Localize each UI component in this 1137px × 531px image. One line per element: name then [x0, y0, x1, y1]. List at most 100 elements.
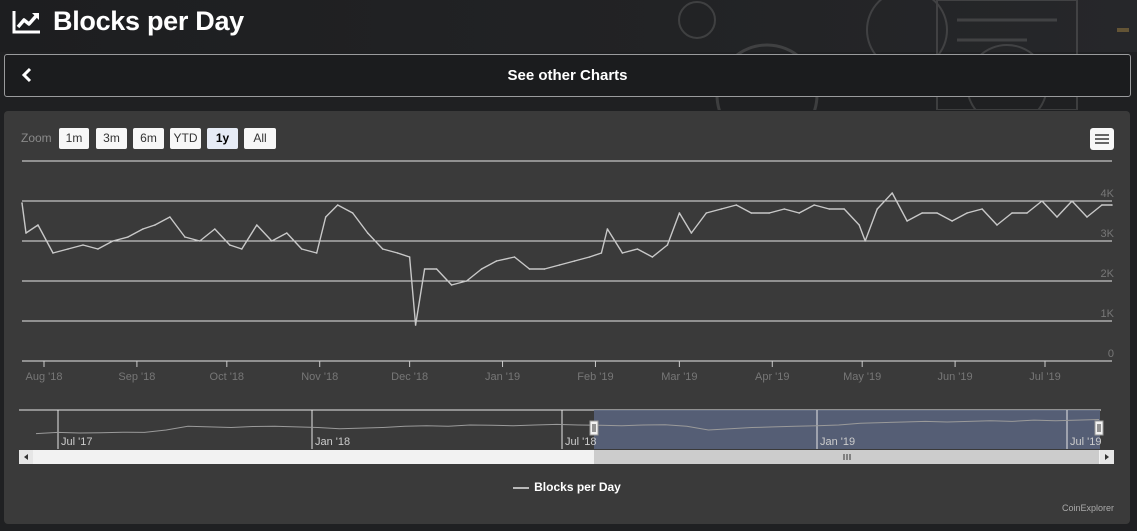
series-point: [256, 224, 258, 226]
series-point: [1111, 204, 1113, 206]
series-point: [636, 248, 639, 250]
y-tick-label: 3K: [1101, 228, 1115, 240]
series-point: [606, 228, 609, 230]
x-tick-label: Aug '18: [26, 371, 63, 383]
series-point: [324, 216, 327, 218]
series-point: [720, 208, 723, 210]
series-point: [315, 252, 318, 254]
series-point: [1011, 212, 1013, 214]
series-point: [300, 248, 303, 250]
x-tick-label: Nov '18: [301, 371, 338, 383]
x-tick-label: May '19: [843, 371, 881, 383]
series-point: [891, 192, 893, 194]
chart-panel: Zoom 1m 3m 6m YTD 1y All 0 1K 2K 3K 4K Aug '1…: [4, 111, 1130, 524]
see-other-charts-label[interactable]: See other Charts: [507, 67, 628, 84]
series-point: [423, 268, 426, 270]
series-point: [154, 224, 156, 226]
legend-label: Blocks per Day: [534, 480, 621, 494]
page-header: Blocks per Day: [0, 0, 1137, 110]
x-tick-label: Apr '19: [755, 371, 790, 383]
series-point: [465, 280, 468, 282]
series-point: [666, 244, 669, 246]
series-point: [25, 232, 27, 234]
navigator-selected-range: [594, 410, 1100, 449]
series-point: [843, 208, 845, 210]
zoom-1m-button[interactable]: 1m: [59, 128, 89, 149]
series-point: [798, 212, 800, 214]
navigator-series-line: [35, 419, 1100, 435]
x-tick-label: Oct '18: [210, 371, 245, 383]
navigator-right-handle[interactable]: [1094, 420, 1104, 436]
legend-item[interactable]: Blocks per Day: [4, 480, 1130, 494]
credits-label[interactable]: CoinExplorer: [1061, 503, 1114, 513]
line-chart-icon: [12, 11, 40, 34]
series-point: [142, 228, 144, 230]
series-point: [876, 208, 878, 210]
zoom-all-button[interactable]: All: [244, 128, 276, 149]
series-point: [450, 284, 453, 286]
x-tick-label: Jun '19: [938, 371, 973, 383]
legend-swatch: [513, 486, 530, 489]
series-point: [336, 204, 339, 206]
arrow-right-icon: [1105, 454, 1109, 460]
series-point: [735, 204, 738, 206]
chart-svg: 0 1K 2K 3K 4K Aug '18 Sep '18 Oct '18 Nov '18 Dec…: [19, 160, 1115, 464]
x-tick-label: Sep '18: [118, 371, 155, 383]
series-point: [558, 264, 561, 266]
navigator-tick-label: Jan '18: [315, 436, 350, 448]
series-point: [858, 224, 860, 226]
navigator-tick-label: Jan '19: [820, 436, 855, 448]
page-title: Blocks per Day: [53, 6, 244, 36]
series-point: [495, 260, 498, 262]
x-tick-label: Jan '19: [485, 371, 520, 383]
series-point: [1026, 212, 1028, 214]
series-point: [921, 212, 923, 214]
zoom-6m-button[interactable]: 6m: [133, 128, 164, 149]
series-point: [37, 224, 39, 226]
series-point: [52, 252, 54, 254]
series-point: [936, 212, 938, 214]
x-tick-label: Mar '19: [661, 371, 697, 383]
series-point: [1056, 216, 1058, 218]
series-point: [573, 260, 576, 262]
zoom-1y-button[interactable]: 1y: [207, 128, 238, 149]
series-point: [768, 212, 771, 214]
series-point: [1101, 204, 1103, 206]
series-point: [864, 240, 866, 242]
series-point: [1041, 200, 1043, 202]
y-tick-label: 0: [1108, 348, 1114, 360]
series-point: [241, 248, 243, 250]
series-point: [82, 244, 84, 246]
series-point: [184, 236, 186, 238]
series-point: [981, 208, 983, 210]
handle-grip: [1094, 420, 1104, 436]
x-tick-label: Feb '19: [577, 371, 613, 383]
navigator-tick-label: Jul '18: [565, 436, 596, 448]
zoom-label: Zoom: [21, 131, 52, 145]
chevron-left-icon[interactable]: [21, 67, 33, 83]
series-point: [690, 232, 693, 234]
zoom-ytd-button[interactable]: YTD: [170, 128, 201, 149]
series-point: [996, 224, 998, 226]
series-point: [271, 240, 273, 242]
series-point: [783, 208, 786, 210]
series-point: [435, 268, 438, 270]
zoom-3m-button[interactable]: 3m: [96, 128, 127, 149]
series-point: [951, 220, 953, 222]
handle-grip: [589, 420, 599, 436]
navigator-left-handle[interactable]: [589, 420, 599, 436]
series-point: [229, 244, 231, 246]
series-point: [214, 228, 216, 230]
series-point: [286, 232, 288, 234]
series-point: [169, 216, 171, 218]
y-tick-label: 2K: [1101, 268, 1115, 280]
series-point: [396, 252, 399, 254]
chart-menu-button[interactable]: [1090, 128, 1114, 150]
series-point: [351, 212, 354, 214]
navigator-scrollbar[interactable]: [19, 450, 1114, 464]
navigator-tick-label: Jul '17: [61, 436, 92, 448]
see-other-charts-bar[interactable]: See other Charts: [4, 54, 1131, 97]
series-point: [408, 256, 411, 258]
series-point: [651, 256, 654, 258]
series-point: [678, 212, 681, 214]
